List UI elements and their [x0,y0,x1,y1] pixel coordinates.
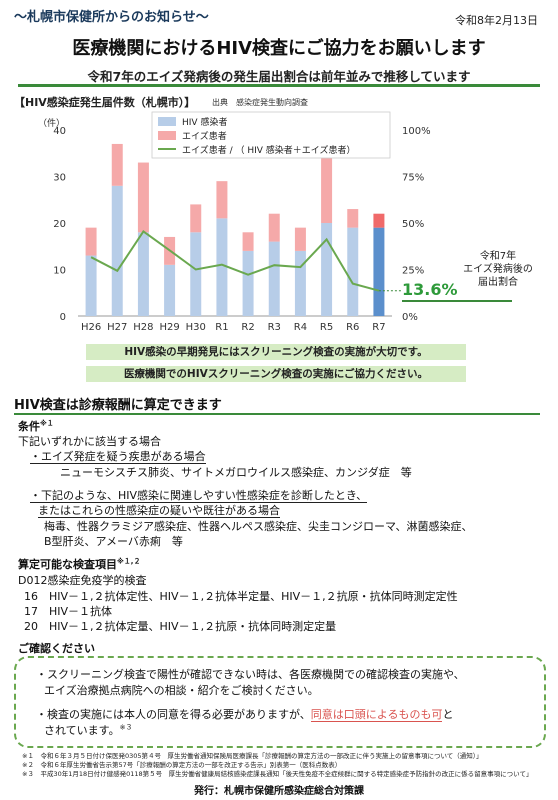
item-16: 16 HIV－１,２抗体定性、HIV－１,２抗体半定量、HIV－１,２抗原・抗体… [24,590,458,603]
banner-cooperation: 医療機関でのHIVスクリーニング検査の実施にご協力ください。 [86,366,466,382]
legend-swatch-aids [158,131,176,140]
x-tick-label: H27 [107,322,127,333]
bar-hiv-R1 [216,218,228,316]
callout-line1: 令和7年 [479,251,517,262]
item-20: 20 HIV－１,２抗体定量、HIV－１,２抗原・抗体同時測定定量 [24,620,337,633]
x-tick-label: H29 [159,322,179,333]
bar-hiv-R7 [373,227,385,316]
bar-aids-R6 [347,209,359,228]
condition-2-head-2: またはこれらの性感染症の疑いや既往がある場合 [38,504,280,518]
y-tick-label: 0 [60,312,66,323]
callout-line2: エイズ発病後の [463,264,533,275]
legend-box [151,111,391,159]
item-17: 17 HIV－１抗体 [24,605,113,618]
bar-aids-H28 [137,162,149,233]
items-lead: D012感染症免疫学的検査 [18,574,147,587]
condition-2-body-2: B型肝炎、アメーバ赤痢 等 [44,535,183,548]
conditions-heading: 条件※１ [18,419,54,433]
bar-hiv-H27 [111,185,123,316]
confirm-line-2: エイズ治療拠点病院への相談・紹介をご検討ください。 [44,684,319,697]
bar-aids-R2 [242,232,254,251]
confirm-line-3: ・検査の実施には本人の同意を得る必要がありますが、同意は口頭によるものも可と [36,708,454,722]
bar-hiv-R3 [268,241,280,316]
callout-underline [402,300,512,302]
bar-hiv-R2 [242,250,254,316]
confirm-title: ご確認ください [18,642,95,655]
y2-tick-label: 0% [402,312,418,323]
y-tick-label: 10 [53,266,66,277]
condition-2-body-1: 梅毒、性器クラミジア感染症、性器ヘルペス感染症、尖圭コンジローマ、淋菌感染症、 [44,520,473,533]
footnote-2: ※２ 令和６年厚生労働省告示第57号「診療報酬の算定方法の一部を改正する告示」別… [22,761,342,769]
condition-1-body: ニューモシスチス肺炎、サイトメガロウイルス感染症、カンジダ症 等 [60,466,412,479]
bar-hiv-H28 [137,232,149,316]
banner-early-detection: HIV感染の早期発見にはスクリーニング検査の実施が大切です。 [86,344,466,360]
legend-label-ratio: エイズ患者 / （ HIV 感染者＋エイズ患者） [182,144,356,156]
chart-title: 【HIV感染症発生届件数（札幌市）】 [14,96,196,109]
bar-aids-H30 [190,204,202,233]
confirm-box [14,656,546,748]
bar-aids-R3 [268,213,280,242]
x-tick-label: R7 [372,322,385,333]
org-notice: 〜札幌市保健所からのお知らせ〜 [14,10,209,25]
x-tick-label: R6 [346,322,359,333]
confirm-line-4: されています。※３ [44,723,133,737]
hiv-chart: （件） 0 10 20 30 40 0% 25% 50% 75% 100% H26 H27 H28 H29 H… [38,111,431,333]
footnote-3: ※３ 平成30年1月18日付け健感発0118第５号 厚生労働省健康局結核感染症課… [22,770,533,778]
r7-callout: 令和7年 エイズ発病後の 届出割合 [448,250,548,289]
items-heading: 算定可能な検査項目※１,２ [18,557,141,571]
issue-date: 令和8年2月13日 [455,14,538,27]
ratio-line [90,229,380,292]
bar-hiv-R6 [347,227,359,316]
section-title: HIV検査は診療報酬に算定できます [14,398,222,413]
x-tick-label: H30 [186,322,206,333]
y-axis-label: （件） [38,117,65,129]
y2-tick-label: 25% [402,266,424,277]
publisher: 発行：札幌市保健所感染症総合対策課 [194,786,364,797]
oral-consent-note: 同意は口頭によるものも可 [310,708,443,722]
chart-source: 出典 感染症発生動向調査 [212,98,308,107]
x-tick-label: H28 [133,322,153,333]
bar-aids-R5 [321,157,333,223]
bar-aids-R4 [294,227,306,251]
x-tick-label: R2 [241,322,254,333]
condition-2-head-1: ・下記のような、HIV感染に関連しやすい性感染症を診断したとき、 [30,489,368,503]
bar-aids-R1 [216,181,228,219]
bar-hiv-R5 [321,223,333,316]
callout-line3: 届出割合 [478,277,518,288]
y2-tick-label: 50% [402,219,424,230]
legend-label-aids: エイズ患者 [182,130,227,142]
y-tick-label: 30 [53,173,66,184]
y2-tick-label: 100% [402,126,431,137]
y-tick-label: 40 [53,126,66,137]
x-tick-label: R4 [294,322,307,333]
y-tick-label: 20 [53,219,66,230]
bar-hiv-R4 [294,250,306,316]
footnote-1: ※１ 令和６年３月５日付け保医発0305第４号 厚生労働省通知保険局医療課長「診… [22,752,483,760]
bar-aids-R7 [373,213,385,228]
section-rule [14,413,540,415]
x-tick-label: R3 [268,322,281,333]
y2-tick-label: 75% [402,173,424,184]
condition-1-head: ・エイズ発症を疑う疾患がある場合 [30,450,206,464]
bar-hiv-H26 [85,255,97,316]
bar-hiv-H29 [164,264,176,316]
x-tick-label: R1 [215,322,228,333]
confirm-line-1: ・スクリーニング検査で陽性が確認できない時は、各医療機関での確認検査の実施や、 [36,668,465,681]
page-subtitle: 令和7年のエイズ発病後の発生届出割合は前年並みで推移しています [87,69,471,84]
bar-aids-H26 [85,227,97,256]
callout-percent: 13.6% [402,280,458,299]
bar-aids-H27 [111,143,123,186]
conditions-lead: 下記いずれかに該当する場合 [18,435,161,448]
x-tick-label: R5 [320,322,333,333]
page-title: 医療機関におけるHIV検査にご協力をお願いします [72,38,486,59]
bar-hiv-H30 [190,232,202,316]
x-tick-label: H26 [81,322,101,333]
divider [18,84,540,87]
legend-swatch-hiv [158,117,176,126]
legend-label-hiv: HIV 感染者 [182,116,227,128]
